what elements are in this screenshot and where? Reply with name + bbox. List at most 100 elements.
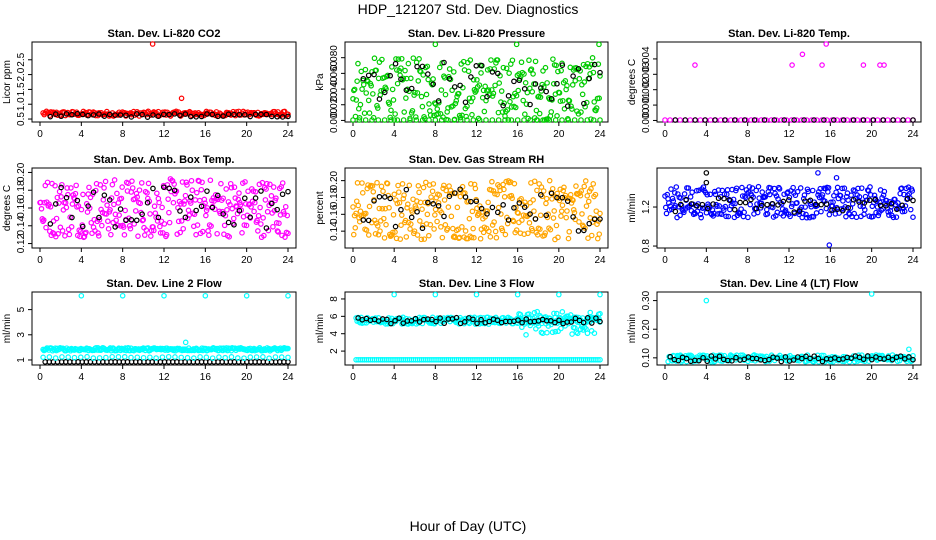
series-1: [350, 177, 603, 243]
data-point: [198, 186, 205, 193]
data-point: [807, 355, 813, 362]
data-point: [527, 211, 533, 217]
data-point: [47, 221, 54, 227]
data-point: [451, 190, 458, 196]
data-point: [810, 214, 817, 220]
data-point: [834, 206, 841, 212]
data-point: [182, 192, 189, 199]
data-point: [860, 117, 867, 123]
data-point: [794, 199, 800, 206]
x-tick-label: 24: [282, 255, 294, 266]
data-point: [801, 192, 808, 198]
data-point: [484, 93, 490, 100]
data-point: [126, 223, 133, 229]
data-point: [703, 170, 710, 176]
x-tick-label: 8: [433, 129, 439, 140]
data-point: [906, 346, 912, 353]
data-point: [897, 353, 904, 359]
x-tick-label: 20: [553, 372, 565, 383]
data-point: [64, 185, 70, 191]
data-point: [438, 209, 445, 216]
data-point: [392, 111, 398, 117]
data-point: [242, 201, 249, 207]
data-point: [121, 232, 128, 238]
data-point: [486, 228, 492, 235]
data-point: [166, 219, 173, 226]
x-tick-label: 24: [594, 255, 606, 266]
data-point: [285, 230, 291, 237]
data-point: [571, 117, 578, 123]
data-point: [512, 104, 519, 111]
data-point: [726, 357, 733, 364]
x-tick-label: 4: [704, 372, 710, 383]
x-tick-label: 16: [825, 129, 837, 140]
series-2: [47, 184, 291, 231]
data-point: [732, 200, 738, 207]
x-tick-label: 12: [783, 372, 795, 383]
data-point: [96, 217, 103, 223]
data-point: [704, 358, 711, 365]
data-point: [473, 198, 480, 205]
data-point: [398, 212, 405, 218]
data-point: [150, 224, 156, 230]
data-point: [231, 184, 238, 191]
data-point: [850, 197, 857, 203]
data-point: [870, 117, 877, 123]
data-point: [375, 117, 382, 123]
data-point: [794, 188, 801, 195]
data-point: [69, 201, 76, 207]
data-point: [181, 198, 188, 204]
plot-frame: [656, 41, 922, 123]
data-point: [576, 219, 582, 225]
data-point: [408, 214, 415, 221]
data-point: [241, 111, 248, 118]
x-tick-label: 12: [471, 372, 483, 383]
data-point: [356, 117, 363, 123]
data-point: [860, 62, 867, 68]
data-point: [830, 117, 837, 123]
data-point: [416, 319, 423, 325]
x-tick-label: 0: [350, 372, 356, 383]
x-tick-label: 20: [241, 129, 253, 140]
data-point: [588, 61, 595, 68]
panel-title: Stan. Dev. Gas Stream RH: [409, 154, 545, 166]
data-point: [451, 117, 458, 123]
data-point: [505, 117, 512, 123]
data-point: [408, 318, 415, 324]
data-point: [384, 316, 390, 323]
data-point: [241, 195, 248, 202]
data-point: [456, 235, 462, 242]
x-tick-label: 12: [783, 129, 795, 140]
data-point: [96, 214, 102, 221]
data-point: [531, 178, 538, 185]
data-point: [834, 184, 841, 191]
data-point: [881, 188, 888, 195]
data-point: [858, 185, 865, 191]
data-point: [667, 117, 673, 123]
data-point: [583, 99, 590, 106]
data-point: [419, 225, 426, 232]
data-point: [902, 203, 909, 209]
data-point: [872, 197, 878, 203]
data-point: [102, 178, 109, 185]
data-point: [829, 117, 835, 123]
data-point: [285, 188, 291, 195]
data-point: [234, 355, 241, 361]
data-point: [533, 117, 540, 123]
data-point: [99, 222, 105, 229]
data-point: [260, 215, 266, 221]
data-point: [741, 356, 748, 363]
data-point: [523, 316, 530, 322]
data-point: [392, 229, 398, 235]
data-point: [415, 183, 422, 189]
data-point: [434, 218, 440, 225]
data-point: [592, 191, 599, 198]
y-tick-label: 1.0: [16, 97, 27, 111]
data-point: [580, 319, 587, 326]
data-point: [462, 99, 469, 106]
data-point: [848, 355, 855, 361]
data-point: [742, 199, 749, 206]
data-point: [783, 117, 790, 123]
data-point: [262, 197, 269, 203]
y-tick-label: 0.080: [329, 45, 340, 70]
